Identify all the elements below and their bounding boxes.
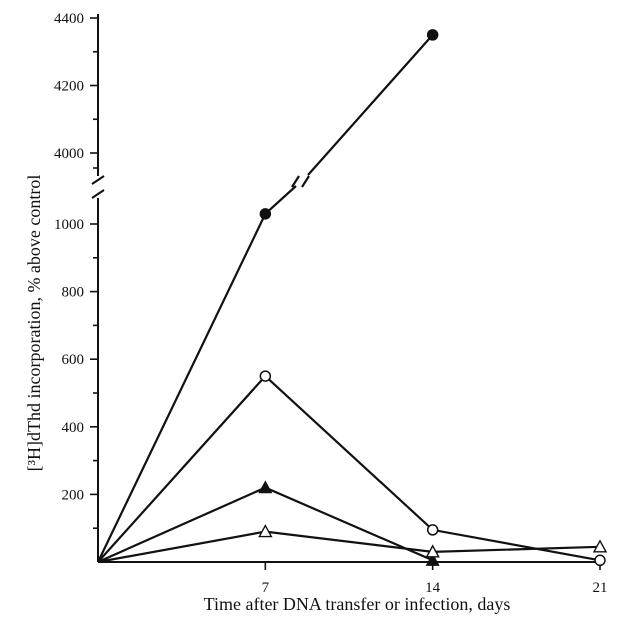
y-tick-label: 4000 — [54, 146, 84, 162]
y-tick-label: 400 — [62, 420, 85, 436]
data-point — [425, 553, 440, 566]
data-point — [592, 539, 608, 553]
series-line — [97, 530, 601, 564]
x-tick-label: 7 — [262, 580, 270, 596]
data-point — [594, 554, 606, 567]
x-tick-label: 14 — [425, 580, 441, 596]
data-point — [258, 524, 273, 538]
y-tick-label: 1000 — [54, 217, 84, 233]
series-filled-circle — [97, 29, 439, 563]
series-line — [264, 185, 297, 215]
series-group — [97, 29, 608, 567]
data-point — [426, 29, 439, 41]
x-tick-label: 21 — [593, 580, 608, 596]
axes — [91, 14, 604, 563]
y-tick-label: 4400 — [54, 11, 84, 27]
data-point — [425, 544, 440, 558]
y-axis-break-mark — [91, 175, 105, 185]
series-line — [97, 213, 267, 563]
axis-ticks: 200 400 600 800 1000 4000 4200 4400 7 14 21 — [54, 11, 608, 596]
y-tick-label: 800 — [62, 285, 85, 301]
y-axis-title: [³H]dThd incorporation, % above control — [24, 175, 44, 472]
data-point — [259, 208, 272, 220]
series-line — [97, 374, 601, 563]
x-axis-title: Time after DNA transfer or infection, da… — [204, 594, 511, 614]
line-break-mark — [291, 175, 300, 188]
series-filled-triangle — [97, 480, 440, 566]
y-tick-label: 4200 — [54, 79, 84, 95]
series-line — [307, 34, 434, 176]
line-break-mark — [301, 175, 310, 188]
series-open-triangle — [97, 524, 608, 564]
y-axis-break-mark — [91, 189, 105, 199]
series-open-circle — [97, 370, 606, 567]
data-point — [426, 524, 439, 536]
data-point — [259, 370, 272, 382]
y-tick-label: 200 — [62, 487, 85, 503]
data-point — [258, 480, 273, 494]
y-tick-label: 600 — [62, 352, 85, 368]
